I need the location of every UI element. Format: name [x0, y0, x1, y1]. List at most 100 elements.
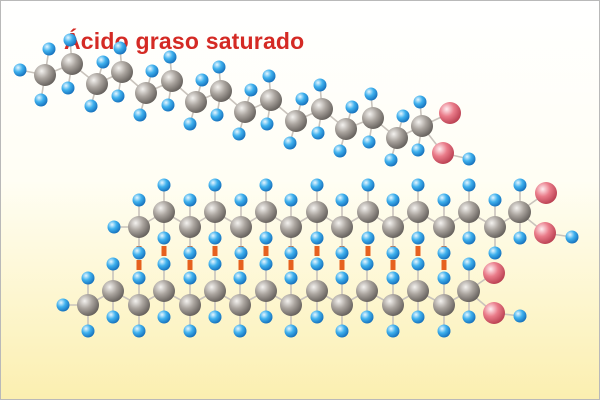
hydrogen-atom	[84, 99, 98, 113]
hydrogen-atom	[335, 246, 349, 260]
carbon-atom	[331, 216, 353, 238]
carbon-atom	[335, 118, 357, 140]
carbon-atom	[128, 294, 150, 316]
hydrogen-atom	[462, 231, 476, 245]
hydrogen-atom	[396, 109, 410, 123]
interchain-interaction-mark	[339, 260, 345, 270]
hydrogen-atom	[462, 152, 476, 166]
hydrogen-atom	[437, 193, 451, 207]
carbon-atom	[280, 216, 302, 238]
hydrogen-atom	[107, 220, 121, 234]
carbon-atom	[280, 294, 302, 316]
hydrogen-atom	[411, 257, 425, 271]
hydrogen-atom	[284, 271, 298, 285]
hydrogen-atom	[513, 178, 527, 192]
hydrogen-atom	[132, 271, 146, 285]
hydrogen-atom	[310, 257, 324, 271]
carbon-atom	[161, 70, 183, 92]
hydrogen-atom	[212, 60, 226, 74]
hydrogen-atom	[386, 271, 400, 285]
carbon-atom	[135, 82, 157, 104]
carbon-atom	[306, 280, 328, 302]
hydrogen-atom	[106, 310, 120, 324]
hydrogen-atom	[234, 246, 248, 260]
carbon-atom	[185, 91, 207, 113]
carbon-atom	[61, 53, 83, 75]
hydrogen-atom	[157, 178, 171, 192]
hydrogen-atom	[335, 324, 349, 338]
hydrogen-atom	[145, 64, 159, 78]
hydrogen-atom	[63, 33, 77, 47]
interchain-interaction-mark	[288, 260, 294, 270]
hydrogen-atom	[333, 144, 347, 158]
carbon-atom	[102, 280, 124, 302]
oxygen-atom	[439, 102, 461, 124]
hydrogen-atom	[183, 324, 197, 338]
hydrogen-atom	[61, 81, 75, 95]
hydrogen-atom	[259, 178, 273, 192]
interchain-interaction-mark	[136, 260, 142, 270]
hydrogen-atom	[411, 310, 425, 324]
carbon-atom	[255, 201, 277, 223]
hydrogen-atom	[96, 55, 110, 69]
hydrogen-atom	[208, 257, 222, 271]
carbon-atom	[285, 110, 307, 132]
carbon-atom	[382, 294, 404, 316]
hydrogen-atom	[233, 324, 247, 338]
interchain-interaction-mark	[415, 246, 421, 256]
hydrogen-atom	[295, 92, 309, 106]
hydrogen-atom	[361, 178, 375, 192]
carbon-atom	[458, 280, 480, 302]
hydrogen-atom	[208, 310, 222, 324]
hydrogen-atom	[310, 178, 324, 192]
hydrogen-atom	[132, 246, 146, 260]
carbon-atom	[260, 89, 282, 111]
carbon-atom	[153, 201, 175, 223]
hydrogen-atom	[259, 310, 273, 324]
hydrogen-atom	[386, 324, 400, 338]
hydrogen-atom	[513, 231, 527, 245]
interchain-interaction-mark	[441, 260, 447, 270]
carbon-atom	[77, 294, 99, 316]
hydrogen-atom	[111, 89, 125, 103]
hydrogen-atom	[13, 63, 27, 77]
hydrogen-atom	[183, 246, 197, 260]
hydrogen-atom	[210, 108, 224, 122]
carbon-atom	[411, 115, 433, 137]
carbon-atom	[179, 294, 201, 316]
carbon-atom	[86, 73, 108, 95]
hydrogen-atom	[335, 193, 349, 207]
oxygen-atom	[432, 142, 454, 164]
hydrogen-atom	[259, 257, 273, 271]
oxygen-atom	[483, 262, 505, 284]
hydrogen-atom	[462, 257, 476, 271]
hydrogen-atom	[488, 246, 502, 260]
interchain-interaction-mark	[390, 260, 396, 270]
carbon-atom	[111, 61, 133, 83]
carbon-atom	[34, 64, 56, 86]
interchain-interaction-mark	[187, 260, 193, 270]
hydrogen-atom	[183, 193, 197, 207]
hydrogen-atom	[565, 230, 579, 244]
hydrogen-atom	[133, 108, 147, 122]
carbon-atom	[306, 201, 328, 223]
hydrogen-atom	[42, 42, 56, 56]
hydrogen-atom	[384, 153, 398, 167]
hydrogen-atom	[411, 231, 425, 245]
diagram-title: Ácido graso saturado	[64, 28, 305, 54]
hydrogen-atom	[462, 310, 476, 324]
carbon-atom	[210, 80, 232, 102]
hydrogen-atom	[284, 246, 298, 260]
hydrogen-atom	[106, 257, 120, 271]
carbon-atom	[204, 280, 226, 302]
hydrogen-atom	[364, 87, 378, 101]
hydrogen-atom	[310, 310, 324, 324]
hydrogen-atom	[232, 127, 246, 141]
carbon-atom	[382, 216, 404, 238]
carbon-atom	[433, 294, 455, 316]
hydrogen-atom	[259, 231, 273, 245]
hydrogen-atom	[335, 271, 349, 285]
carbon-atom	[311, 98, 333, 120]
hydrogen-atom	[157, 257, 171, 271]
